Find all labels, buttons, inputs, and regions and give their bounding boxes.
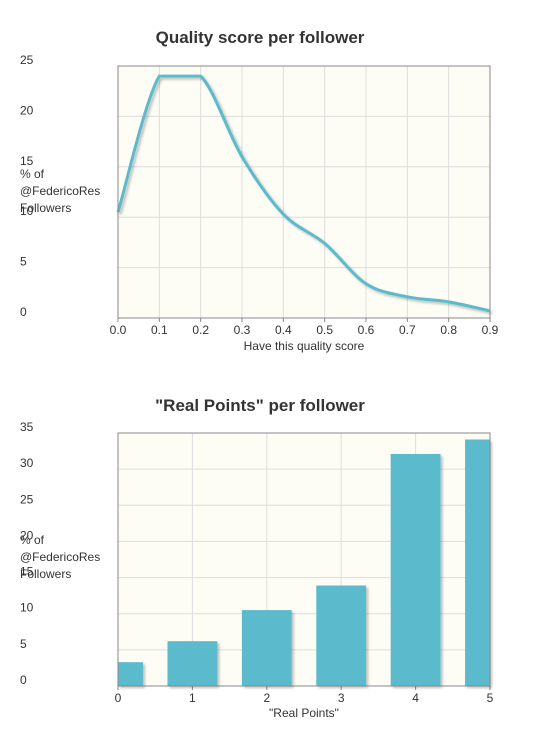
y-axis-label-line: Followers (20, 567, 72, 581)
y-axis-label: % of @FedericoRes Followers (20, 166, 100, 217)
bar (167, 641, 218, 686)
y-tick-label: 25 (20, 53, 34, 67)
y-tick-label: 10 (20, 601, 34, 615)
y-tick-label: 0 (20, 305, 27, 319)
real-points-chart: "Real Points" per follower 0 1 2 3 4 5 0 5 10 15 2… (0, 370, 541, 739)
y-axis-label-line: @FedericoRes (20, 184, 101, 198)
x-tick-label: 0.0 (110, 323, 127, 337)
quality-score-plot: 0.0 0.1 0.2 0.3 0.4 0.5 0.6 0.7 0.8 0.9 0 5 10 15 20 25 (20, 53, 499, 337)
y-tick-label: 15 (20, 154, 34, 168)
x-tick-label: 0.1 (151, 323, 168, 337)
y-tick-label: 15 (20, 565, 34, 579)
x-tick-label: 0.8 (440, 323, 457, 337)
bar (316, 585, 367, 686)
bar (118, 662, 143, 686)
y-tick-label: 0 (20, 673, 27, 687)
y-axis-label: % of @FedericoRes Followers (20, 532, 100, 583)
y-tick-label: 30 (20, 456, 34, 470)
x-tick-label: 1 (189, 691, 196, 705)
y-tick-label: 20 (20, 103, 34, 117)
y-axis-label-line: % of (20, 533, 45, 547)
x-tick-label: 0.3 (234, 323, 251, 337)
x-tick-label: 0.2 (192, 323, 209, 337)
plot-border (117, 432, 491, 687)
x-tick-label: 0.5 (316, 323, 333, 337)
y-tick-label: 25 (20, 492, 34, 506)
y-axis-label-line: @FedericoRes (20, 550, 101, 564)
x-tick-label: 5 (487, 691, 494, 705)
plot-area (118, 66, 490, 318)
x-tick-label: 3 (338, 691, 345, 705)
real-points-plot: 0 1 2 3 4 5 0 5 10 15 20 25 30 35 (20, 420, 494, 705)
bar (241, 610, 292, 686)
y-tick-label: 35 (20, 420, 34, 434)
x-tick-label: 2 (263, 691, 270, 705)
x-tick-label: 0.7 (399, 323, 416, 337)
x-axis-label: Have this quality score (243, 339, 365, 353)
chart-title: "Real Points" per follower (155, 396, 365, 415)
x-tick-label: 0.9 (482, 323, 499, 337)
chart-title: Quality score per follower (155, 28, 365, 47)
y-tick-label: 5 (20, 637, 27, 651)
plot-border (117, 65, 491, 319)
series-line (116, 74, 491, 313)
y-axis-label-line: Followers (20, 201, 72, 215)
x-tick-label: 0.6 (358, 323, 375, 337)
quality-score-chart: Quality score per follower 0.0 0.1 0.2 0.3 0… (20, 28, 499, 353)
x-axis-label: "Real Points" (269, 706, 339, 720)
y-tick-label: 5 (20, 255, 27, 269)
x-tick-label: 0.4 (275, 323, 292, 337)
x-tick-label: 0 (115, 691, 122, 705)
bar (390, 453, 441, 686)
y-axis-label-line: % of (20, 167, 45, 181)
x-tick-label: 4 (412, 691, 419, 705)
y-tick-label: 10 (20, 204, 34, 218)
bar (465, 439, 490, 686)
y-tick-label: 20 (20, 528, 34, 542)
